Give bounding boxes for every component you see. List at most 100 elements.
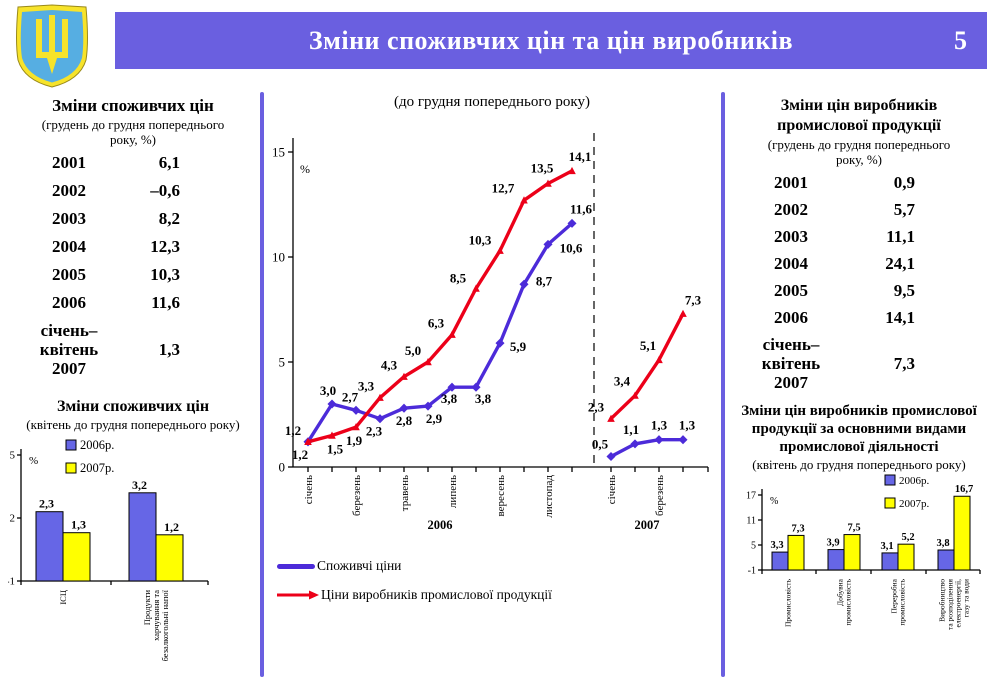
bar-value-label: 7,5: [847, 523, 860, 534]
bar-value-label: 5,2: [901, 532, 914, 543]
data-point-marker: [568, 166, 576, 175]
table-row: 2005 10,3: [18, 265, 180, 284]
bar-value-label: 1,3: [71, 518, 86, 532]
legend-swatch: [65, 439, 77, 451]
trident-glyph: [36, 15, 68, 74]
data-point-marker: [448, 330, 456, 338]
bar-value-label: 3,2: [132, 478, 147, 492]
row-value: 14,1: [885, 308, 915, 327]
table-row: 2006 14,1: [740, 308, 915, 327]
producer-prices-chart-block: Зміни цін виробників промислової продукц…: [725, 402, 993, 653]
year-label: 2006: [428, 518, 453, 532]
data-point-label: 10,3: [469, 233, 492, 248]
price-changes-line-chart: 0 5 10 15% січень березень травень липень вересе…: [272, 133, 709, 532]
data-point-label: 8,7: [536, 273, 553, 288]
data-point-label: 2,3: [588, 400, 605, 415]
data-point-label: 6,3: [428, 316, 445, 331]
x-tick-label: липень: [447, 475, 459, 508]
y-tick-label: 5: [751, 540, 756, 551]
monthly-line-chart-panel: (до грудня попереднього року) 0 5 10 15% січ…: [263, 90, 721, 679]
x-tick-label: січень: [606, 475, 618, 504]
row-value: 7,3: [893, 354, 915, 373]
bar-value-label: 3,3: [770, 540, 783, 551]
data-point-marker: [376, 393, 384, 401]
line-chart-legend: Споживчі ціни Ціни виробників промислово…: [277, 558, 552, 616]
panel-title: Зміни споживчих цін: [52, 96, 214, 115]
bar-2007р.-Продукти: [155, 534, 184, 582]
row-label: 2002: [774, 200, 808, 219]
row-value: 12,3: [150, 237, 180, 256]
y-tick-label: -1: [8, 576, 15, 588]
row-label: 2005: [774, 281, 808, 300]
series-line-consumer: [306, 222, 574, 443]
data-point-label: 11,6: [570, 201, 593, 216]
consumer-prices-table: 2001 6,1 2002 –0,6 2003 8,2 2004 12,3 2005 10,3 20…: [8, 153, 258, 378]
legend-swatch: [884, 497, 896, 509]
row-label: 2005: [52, 265, 86, 284]
data-point-label: 4,3: [381, 358, 398, 373]
category-label: промисловість: [844, 578, 853, 625]
data-point-label: 1,9: [346, 433, 363, 448]
table-row: 2001 0,9: [740, 173, 915, 192]
data-point-label: 14,1: [569, 149, 592, 164]
row-value: 11,1: [886, 227, 915, 246]
category-label: Промисловість: [784, 578, 793, 627]
bar-2006р.-Продукти: [128, 492, 157, 582]
bar-2007р.-Промисловість: [787, 534, 805, 571]
bar-value-label: 3,8: [936, 538, 949, 549]
table-row: 2002 5,7: [740, 200, 915, 219]
legend-swatch: [65, 462, 77, 474]
category-label: харчування та: [151, 590, 161, 641]
legend-item-producer: Ціни виробників промислової продукції: [277, 587, 552, 603]
data-point-label: 3,8: [475, 391, 492, 406]
producer-prices-table: 2001 0,9 2002 5,7 2003 11,1 2004 24,1 2005 9,5 200…: [725, 173, 993, 392]
category-label: електроенергії,: [954, 579, 963, 628]
category-label: Добувна: [836, 578, 845, 606]
slide-title: Зміни споживчих цін та цін виробників: [308, 25, 794, 55]
data-point-marker: [471, 382, 481, 392]
data-point-marker: [496, 246, 504, 254]
bar-value-label: 1,2: [164, 520, 179, 534]
data-point-label: 1,5: [327, 442, 344, 457]
data-point-marker: [447, 382, 457, 392]
data-point-label: 3,0: [320, 383, 336, 398]
category-label: та розподілення: [946, 578, 955, 630]
row-value: 10,3: [150, 265, 180, 284]
data-point-label: 10,6: [560, 240, 583, 255]
data-point-label: 5,0: [405, 343, 421, 358]
producer-prices-panel: Зміни цін виробників промислової продукц…: [725, 90, 993, 679]
data-point-label: 3,4: [614, 374, 631, 389]
bar-value-label: 7,3: [791, 523, 804, 534]
legend-swatch: [884, 474, 896, 486]
series-line-producer: [307, 169, 573, 444]
data-point-marker: [375, 414, 385, 424]
legend-label: 2006р.: [80, 438, 114, 452]
bar-2006р.-ІСЦ: [35, 511, 64, 582]
legend-item-consumer: Споживчі ціни: [277, 558, 552, 574]
bar-2007р.-Добувна: [843, 534, 861, 571]
category-label: Виробництво: [938, 579, 947, 622]
row-value: 6,1: [158, 153, 180, 172]
emblem-svg: [16, 4, 88, 88]
data-point-marker: [520, 196, 528, 204]
data-point-label: 3,8: [441, 391, 458, 406]
divider-left: [260, 92, 264, 677]
category-label: Переробна: [890, 578, 899, 613]
data-point-label: 2,7: [342, 389, 359, 404]
data-point-label: 0,5: [592, 437, 609, 452]
table-row: 2004 12,3: [18, 237, 180, 256]
consumer-prices-panel: Зміни споживчих цін (грудень до грудня п…: [6, 90, 258, 679]
bar-value-label: 3,1: [880, 541, 893, 552]
legend-label: 2007р.: [80, 461, 114, 475]
y-axis-unit: %: [770, 496, 778, 507]
bar-value-label: 16,7: [955, 484, 973, 495]
bar-value-label: 3,9: [826, 538, 839, 549]
panel-subtitle: (грудень до грудня попереднього року, %): [41, 117, 225, 147]
data-point-marker: [304, 437, 312, 445]
data-point-marker: [655, 355, 663, 364]
page-number: 5: [954, 25, 967, 55]
ukraine-coat-of-arms-icon: [12, 4, 92, 88]
x-tick-label: вересень: [495, 475, 507, 516]
row-label: 2004: [52, 237, 86, 256]
data-point-label: 13,5: [531, 161, 554, 176]
